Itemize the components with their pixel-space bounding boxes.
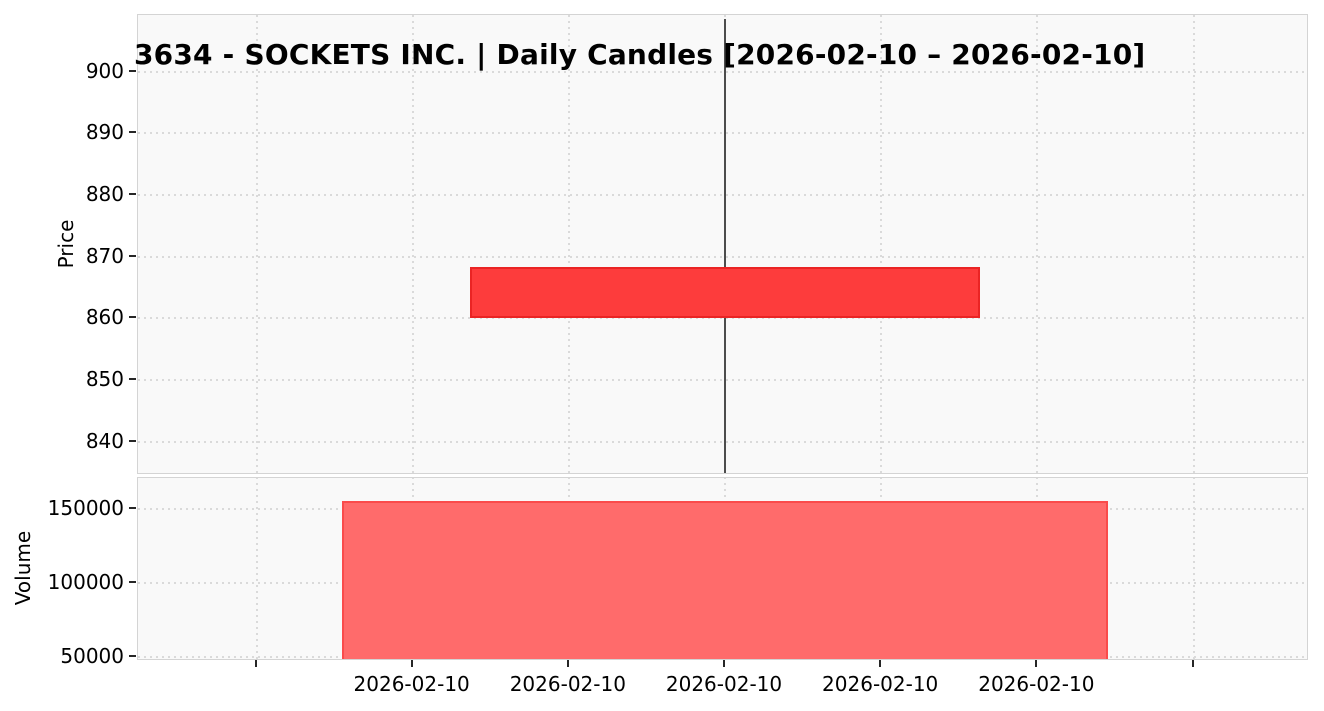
x-tick-label: 2026-02-10 bbox=[822, 672, 939, 696]
x-tick-label: 2026-02-10 bbox=[665, 672, 783, 696]
x-tick-mark bbox=[410, 660, 413, 667]
x-tick-mark bbox=[723, 660, 725, 667]
price-gridline bbox=[138, 132, 1307, 135]
x-gridline bbox=[880, 15, 883, 473]
x-gridline bbox=[255, 478, 258, 659]
price-tick-label: 880 bbox=[85, 182, 124, 207]
price-gridline bbox=[138, 379, 1307, 382]
price-tick-label: 860 bbox=[85, 305, 124, 330]
price-tick-label: 850 bbox=[85, 367, 124, 392]
price-gridline bbox=[138, 70, 1307, 73]
price-tick-label: 870 bbox=[85, 243, 124, 268]
price-gridline bbox=[138, 317, 1307, 320]
price-tick-mark bbox=[129, 316, 136, 319]
candle-wick bbox=[724, 18, 726, 473]
volume-tick-mark bbox=[129, 507, 136, 510]
volume-tick-mark bbox=[129, 654, 136, 657]
price-tick-label: 890 bbox=[85, 120, 124, 145]
price-tick-mark bbox=[129, 69, 136, 72]
price-tick-mark bbox=[129, 439, 136, 442]
price-panel bbox=[137, 14, 1308, 474]
price-tick-mark bbox=[129, 193, 136, 196]
price-tick-label: 900 bbox=[85, 58, 124, 83]
volume-tick-label: 100000 bbox=[47, 569, 124, 594]
price-gridline bbox=[138, 440, 1307, 443]
x-tick-label: 2026-02-10 bbox=[353, 672, 470, 696]
x-gridline bbox=[1036, 15, 1039, 473]
volume-panel bbox=[137, 477, 1308, 660]
volume-axis-label: Volume bbox=[11, 530, 35, 606]
x-tick-label: 2026-02-10 bbox=[978, 672, 1095, 696]
x-gridline bbox=[255, 15, 258, 473]
chart-title: 3634 - SOCKETS INC. | Daily Candles [202… bbox=[134, 38, 1146, 71]
price-tick-label: 840 bbox=[85, 428, 124, 453]
x-gridline bbox=[1192, 15, 1195, 473]
x-tick-mark bbox=[879, 660, 882, 667]
x-gridline bbox=[1192, 478, 1195, 659]
price-tick-mark bbox=[129, 131, 136, 134]
price-gridline bbox=[138, 194, 1307, 197]
x-tick-label: 2026-02-10 bbox=[509, 672, 626, 696]
x-tick-mark bbox=[1191, 660, 1194, 667]
price-gridline bbox=[138, 255, 1307, 258]
x-gridline bbox=[567, 15, 570, 473]
x-tick-mark bbox=[566, 660, 569, 667]
x-gridline bbox=[411, 15, 414, 473]
volume-bar bbox=[342, 501, 1108, 659]
volume-tick-label: 50000 bbox=[60, 643, 124, 668]
x-tick-mark bbox=[1035, 660, 1038, 667]
candle-body bbox=[470, 267, 980, 318]
price-tick-mark bbox=[129, 254, 136, 257]
price-tick-mark bbox=[129, 378, 136, 381]
volume-tick-mark bbox=[129, 580, 136, 583]
x-tick-mark bbox=[254, 660, 257, 667]
volume-tick-label: 150000 bbox=[47, 496, 124, 521]
